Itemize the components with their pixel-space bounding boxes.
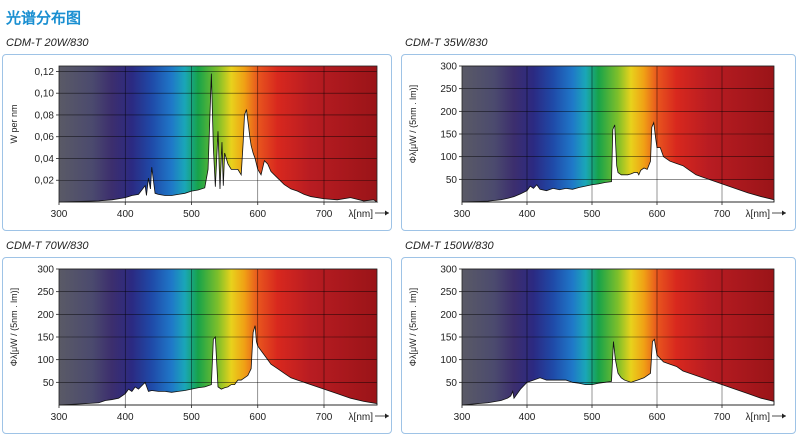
y-tick-label: 0,04 <box>35 154 55 165</box>
chart-4-svg: 300 400 500 600 700 λ[nm] 50 100 150 200 250 300 Φλ[… <box>408 265 786 423</box>
y-tick-label: 0,06 <box>35 132 55 143</box>
x-axis-label: λ[nm] <box>349 412 374 423</box>
x-tick-label: 600 <box>249 209 266 220</box>
x-axis-arrowhead <box>385 210 389 216</box>
spectrum-area <box>461 338 775 406</box>
x-axis-label: λ[nm] <box>349 209 374 220</box>
chart-2-title: CDM-T 35W/830 <box>405 37 488 49</box>
x-tick-label: 500 <box>584 209 601 220</box>
x-tick-label: 400 <box>519 412 536 423</box>
x-tick-label: 300 <box>51 209 68 220</box>
x-tick-label: 700 <box>316 412 333 423</box>
x-tick-label: 400 <box>117 412 134 423</box>
chart-1-panel: 300 400 500 600 700 λ[nm] 0,02 0,04 0,06 0,08 0,10… <box>2 54 392 231</box>
x-tick-label: 600 <box>649 209 666 220</box>
y-axis-label: Φλ[μW / (5nm . lm)] <box>408 288 418 366</box>
y-tick-label: 300 <box>440 265 457 276</box>
spectrum-area <box>58 73 379 203</box>
y-tick-label: 150 <box>440 333 457 344</box>
y-tick-label: 100 <box>440 355 457 366</box>
x-axis-label: λ[nm] <box>746 209 771 220</box>
y-tick-label: 0,08 <box>35 110 55 121</box>
chart-3-title: CDM-T 70W/830 <box>6 240 89 252</box>
y-tick-label: 250 <box>37 287 54 298</box>
y-tick-label: 50 <box>446 175 458 186</box>
chart-3-svg: 300 400 500 600 700 λ[nm] 50 100 150 200 250 300 Φλ[… <box>9 265 389 423</box>
x-tick-label: 400 <box>519 209 536 220</box>
y-axis-label: Φλ[μW / (5nm . lm)] <box>9 288 19 366</box>
y-tick-label: 150 <box>440 130 457 141</box>
y-tick-label: 200 <box>440 107 457 118</box>
x-axis-label: λ[nm] <box>746 412 771 423</box>
x-axis-arrowhead <box>782 210 786 216</box>
y-tick-label: 100 <box>440 152 457 163</box>
x-tick-label: 700 <box>714 209 731 220</box>
y-tick-label: 300 <box>440 62 457 73</box>
x-tick-label: 600 <box>249 412 266 423</box>
y-axis-label: Φλ[μW / (5nm . lm)] <box>408 85 418 163</box>
y-tick-label: 0,02 <box>35 176 55 187</box>
y-tick-label: 200 <box>37 310 54 321</box>
x-tick-label: 500 <box>584 412 601 423</box>
y-tick-label: 150 <box>37 333 54 344</box>
x-tick-label: 700 <box>316 209 333 220</box>
x-tick-label: 500 <box>183 209 200 220</box>
y-tick-label: 250 <box>440 287 457 298</box>
y-tick-label: 100 <box>37 355 54 366</box>
page-title: 光谱分布图 <box>6 9 82 27</box>
chart-4-panel: 300 400 500 600 700 λ[nm] 50 100 150 200 250 300 Φλ[… <box>401 257 796 434</box>
y-tick-label: 50 <box>446 378 458 389</box>
y-tick-label: 0,12 <box>35 67 55 78</box>
chart-3-panel: 300 400 500 600 700 λ[nm] 50 100 150 200 250 300 Φλ[… <box>2 257 392 434</box>
chart-2-svg: 300 400 500 600 700 λ[nm] 50 100 150 200 250 300 Φλ[… <box>408 62 786 220</box>
x-axis-arrowhead <box>782 413 786 419</box>
x-tick-label: 700 <box>714 412 731 423</box>
y-tick-label: 300 <box>37 265 54 276</box>
x-tick-label: 300 <box>454 412 471 423</box>
x-tick-label: 500 <box>183 412 200 423</box>
chart-2-panel: 300 400 500 600 700 λ[nm] 50 100 150 200 250 300 Φλ[… <box>401 54 796 231</box>
x-tick-label: 300 <box>51 412 68 423</box>
x-tick-label: 600 <box>649 412 666 423</box>
y-tick-label: 50 <box>43 378 55 389</box>
x-axis-arrowhead <box>385 413 389 419</box>
chart-1-svg: 300 400 500 600 700 λ[nm] 0,02 0,04 0,06 0,08 0,10… <box>9 65 389 220</box>
y-tick-label: 0,10 <box>35 89 55 100</box>
plot-frame <box>58 65 378 203</box>
y-tick-label: 200 <box>440 310 457 321</box>
chart-4-title: CDM-T 150W/830 <box>405 240 494 252</box>
spectrum-area <box>461 121 775 203</box>
spectrum-area <box>58 325 378 406</box>
x-tick-label: 300 <box>454 209 471 220</box>
y-tick-label: 250 <box>440 84 457 95</box>
chart-1-title: CDM-T 20W/830 <box>6 37 89 49</box>
x-tick-label: 400 <box>117 209 134 220</box>
y-axis-label: W per nm <box>9 104 19 143</box>
